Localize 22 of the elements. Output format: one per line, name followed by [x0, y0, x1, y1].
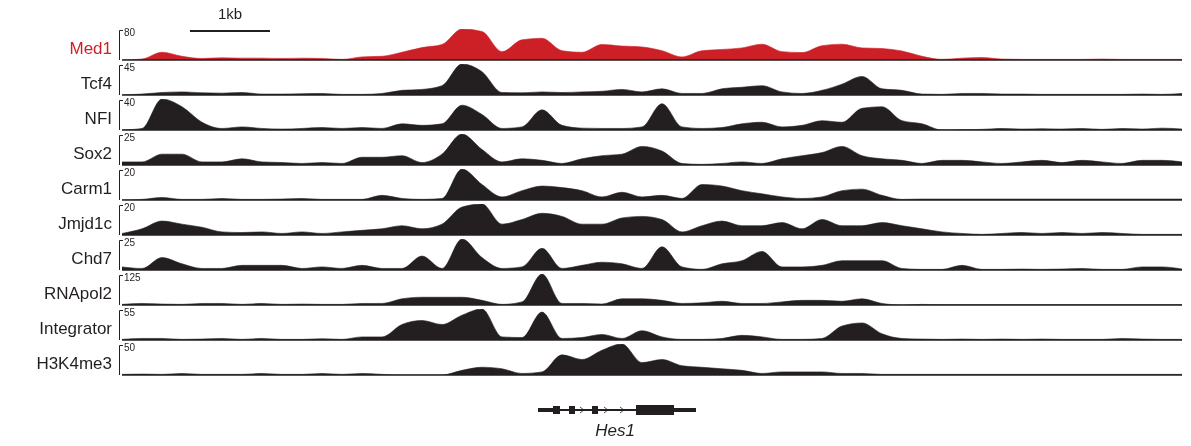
legend-label: Carm1 [60, 179, 112, 199]
text: 1kb [216, 5, 244, 22]
annotation: 25 [124, 237, 136, 248]
legend-label: Tcf4 [80, 74, 112, 94]
annotation: 50 [124, 342, 136, 353]
legend-label: NFI [84, 109, 112, 129]
annotation: 45 [124, 62, 136, 73]
legend-label: Jmjd1c [58, 214, 112, 234]
legend-label: Chd7 [71, 249, 112, 269]
legend-label: RNApol2 [43, 284, 112, 304]
legend-label: Integrator [39, 319, 112, 339]
annotation: 55 [124, 307, 136, 318]
annotation: 80 [124, 27, 136, 38]
legend-label: Sox2 [73, 144, 112, 164]
legend-label: H3K4me3 [36, 354, 112, 374]
annotation: 25 [124, 132, 136, 143]
annotation: 20 [124, 202, 136, 213]
text: Hes1 [594, 421, 636, 441]
annotation: 40 [124, 97, 136, 108]
annotation: 20 [124, 167, 136, 178]
annotation: 125 [124, 272, 141, 283]
series-label: Med1 [69, 39, 112, 59]
